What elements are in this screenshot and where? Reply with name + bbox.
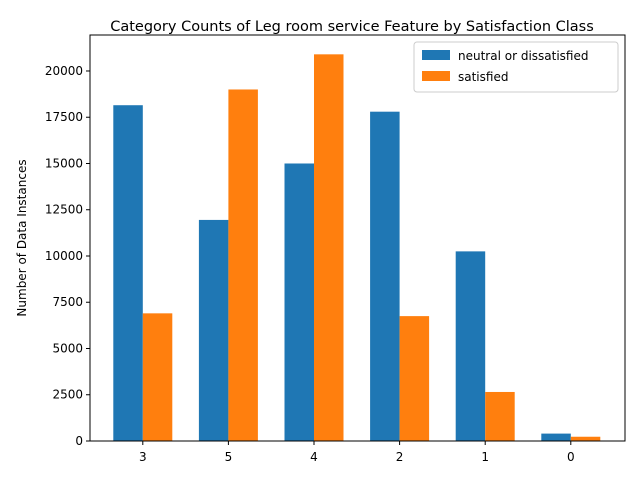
y-tick-label: 17500 — [45, 110, 83, 124]
bar-satisfied-2 — [399, 316, 430, 441]
y-tick-label: 10000 — [45, 249, 83, 263]
y-tick-label: 20000 — [45, 64, 83, 78]
bar-neutral-or-dissatisfied-2 — [370, 111, 400, 441]
x-axis-ticks: 3 5 4 2 1 0 — [139, 441, 575, 464]
legend-label-satisfied: satisfied — [458, 70, 508, 84]
bar-neutral-or-dissatisfied-1 — [455, 251, 486, 441]
bar-neutral-or-dissatisfied-0 — [541, 433, 571, 441]
legend-swatch-satisfied — [422, 71, 450, 81]
chart-title: Category Counts of Leg room service Feat… — [110, 19, 594, 35]
bar-neutral-or-dissatisfied-3 — [113, 105, 143, 442]
y-tick-label: 5000 — [52, 341, 83, 355]
x-tick-label: 2 — [396, 450, 404, 464]
bar-satisfied-1 — [485, 391, 515, 441]
bar-satisfied-4 — [314, 54, 344, 441]
plot-frame — [89, 34, 626, 442]
bars-group — [113, 54, 601, 442]
y-tick-label: 15000 — [45, 156, 83, 170]
y-axis-label: Number of Data Instances — [15, 159, 29, 316]
legend-label-neutral-or-dissatisfied: neutral or dissatisfied — [458, 49, 588, 63]
legend-box — [413, 41, 619, 93]
bar-satisfied-5 — [228, 89, 258, 441]
x-tick-label: 0 — [567, 450, 575, 464]
bar-satisfied-0 — [570, 436, 601, 441]
y-tick-label: 0 — [75, 434, 83, 448]
x-tick-label: 3 — [139, 450, 147, 464]
x-tick-label: 4 — [310, 450, 318, 464]
x-tick-label: 5 — [225, 450, 233, 464]
legend: neutral or dissatisfied satisfied — [413, 41, 619, 93]
bar-neutral-or-dissatisfied-4 — [284, 163, 314, 442]
y-tick-label: 7500 — [52, 295, 83, 309]
y-tick-label: 2500 — [52, 388, 83, 402]
bar-neutral-or-dissatisfied-5 — [198, 219, 229, 441]
y-tick-label: 12500 — [45, 203, 83, 217]
legend-swatch-neutral-or-dissatisfied — [422, 50, 450, 60]
y-axis-ticks: 0 2500 5000 7500 10000 12500 15000 17500 20000 — [45, 64, 90, 448]
bar-satisfied-3 — [142, 313, 173, 441]
x-tick-label: 1 — [481, 450, 489, 464]
